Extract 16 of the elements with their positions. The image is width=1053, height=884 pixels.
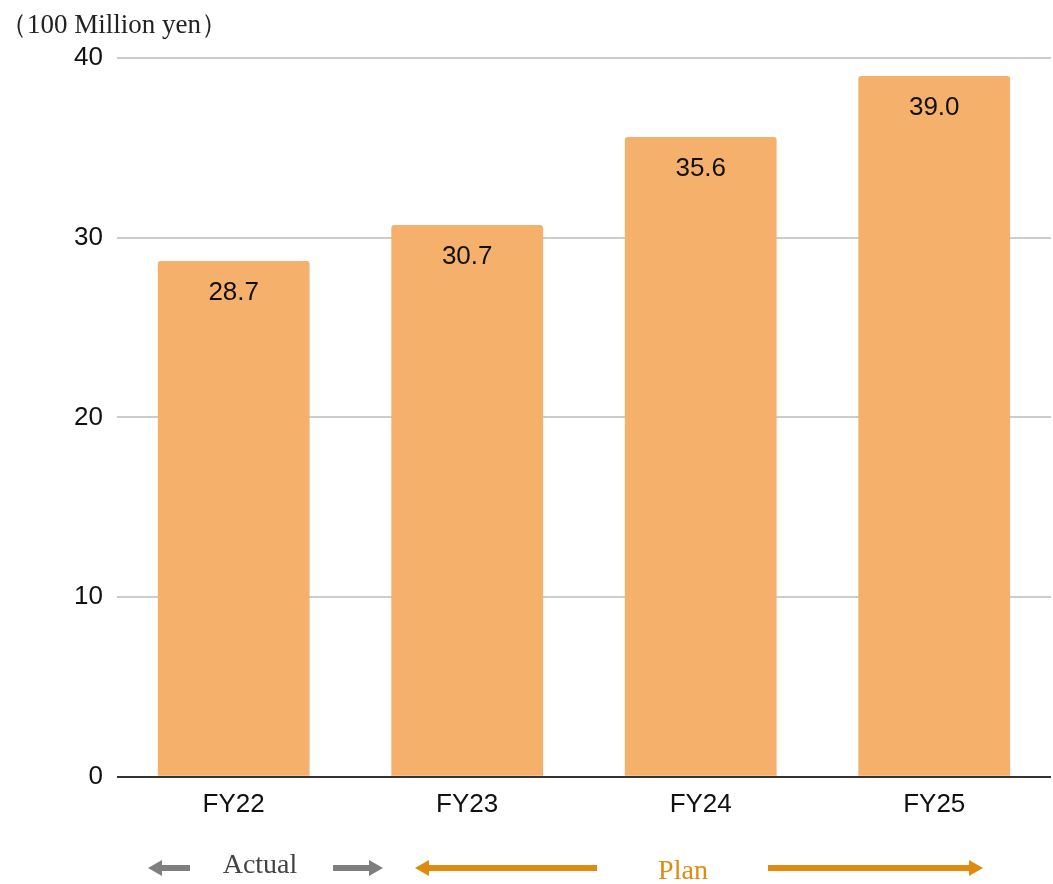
y-tick-label: 30 [74,220,103,251]
data-label: 28.7 [208,276,259,307]
x-tick-label: FY23 [436,787,499,818]
y-axis-title: （100 Million yen） [0,8,228,41]
x-tick-label: FY25 [903,787,966,818]
y-tick-label: 40 [74,41,103,72]
data-label: 39.0 [908,91,960,122]
data-label: 35.6 [675,152,727,183]
y-tick-label: 20 [74,400,103,431]
y-tick-label: 0 [88,759,103,790]
x-tick-label: FY24 [669,787,732,818]
data-label: 30.7 [441,240,493,271]
x-tick-label: FY22 [202,787,265,818]
text: Actual [221,848,299,880]
y-tick-label: 10 [74,580,103,611]
text: Plan [657,854,709,884]
